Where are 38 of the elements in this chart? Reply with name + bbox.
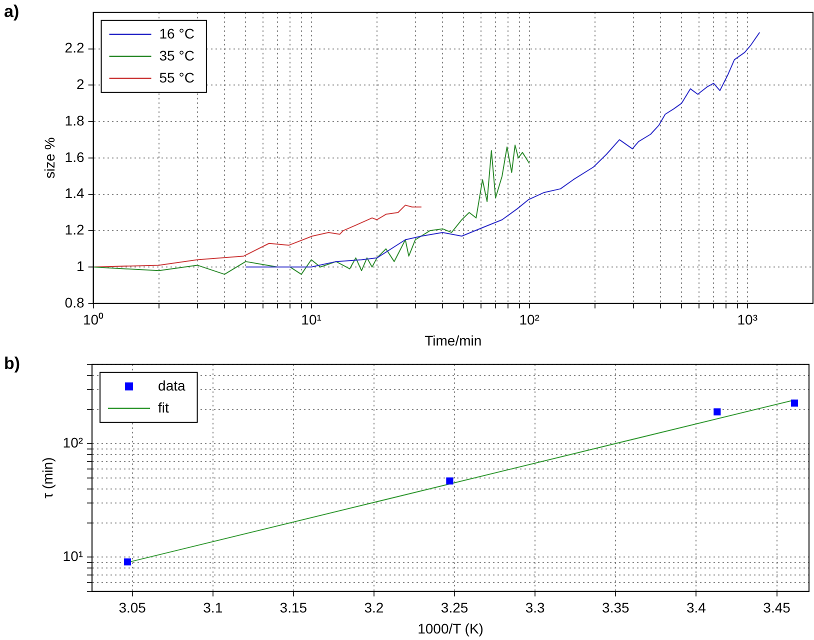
point [446, 477, 454, 484]
y-axis-title: τ (min) [39, 457, 56, 499]
x-tick-label: 3.1 [203, 600, 223, 616]
x-tick-label: 3.2 [364, 600, 384, 616]
point [790, 400, 798, 407]
legend-label: data [158, 377, 186, 394]
x-tick-label: 10² [519, 312, 540, 328]
y-tick-label: 1.8 [64, 112, 84, 128]
point [714, 408, 721, 416]
x-tick-label: 10¹ [301, 312, 322, 328]
y-tick-label: 10¹ [62, 548, 84, 564]
y-tick-label: 2 [76, 76, 84, 92]
x-tick-label: 3.35 [602, 600, 630, 616]
legend-label: 16 °C [159, 25, 194, 42]
legend-label: fit [158, 399, 170, 416]
y-tick-label: 1.4 [64, 185, 84, 202]
text: a) [4, 2, 20, 22]
point [124, 558, 132, 566]
y-axis-title: size % [41, 137, 58, 179]
x-tick-label: 3.25 [440, 600, 468, 616]
y-tick-label: 1.6 [64, 148, 84, 165]
x-tick-label: 3.15 [280, 600, 308, 616]
text: b) [4, 354, 20, 374]
y-tick-label: 0.8 [64, 294, 84, 310]
x-tick-label: 3.45 [763, 600, 791, 616]
x-tick-label: 10³ [737, 312, 758, 328]
y-tick-label: 1.2 [64, 222, 84, 238]
x-tick-label: 10⁰ [82, 312, 104, 328]
x-axis-title: 1000/T (K) [418, 620, 484, 636]
legend-label: 35 °C [159, 47, 194, 64]
y-tick-label: 1 [76, 258, 84, 274]
y-tick-label: 2.2 [64, 40, 84, 56]
legend-label: 55 °C [159, 69, 194, 86]
x-axis-title: Time/min [424, 332, 482, 348]
x-tick-label: 3.3 [525, 600, 546, 616]
x-tick-label: 3.05 [118, 600, 146, 616]
y-tick-label: 10² [62, 434, 84, 451]
x-tick-label: 3.4 [686, 600, 706, 616]
